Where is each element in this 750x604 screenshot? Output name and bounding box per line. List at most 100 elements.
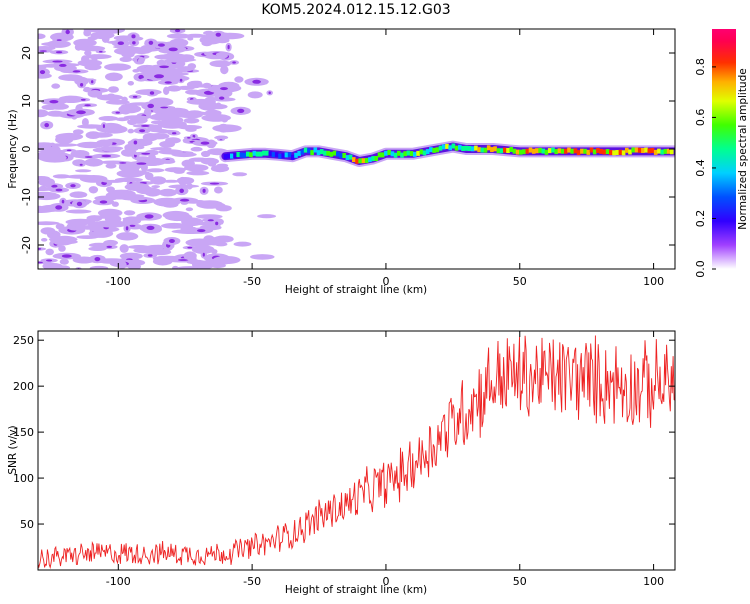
- noise-blob: [48, 145, 61, 154]
- noise-blob: [170, 184, 200, 188]
- ridge-cell: [374, 156, 379, 161]
- noise-blob: [38, 33, 46, 40]
- noise-core: [79, 163, 83, 166]
- ridge-cell: [564, 148, 568, 154]
- figure-title: KOM5.2024.012.15.12.G03: [261, 2, 450, 18]
- noise-blob: [38, 109, 49, 118]
- noise-blob: [59, 67, 74, 74]
- ridge-cell: [239, 152, 244, 158]
- ridge-cell: [310, 150, 314, 156]
- noise-blob: [196, 214, 223, 220]
- noise-core: [49, 100, 59, 104]
- ridge-cell: [429, 147, 433, 153]
- noise-blob: [153, 197, 181, 207]
- noise-blob: [123, 115, 149, 120]
- x-tick-label: 0: [382, 575, 389, 588]
- ridge-cell: [551, 147, 555, 153]
- noise-blob: [81, 118, 89, 127]
- noise-blob: [202, 82, 212, 89]
- ridge-cell: [538, 147, 542, 153]
- ridge-cell: [300, 149, 305, 155]
- noise-core: [70, 184, 76, 188]
- ridge-cell: [589, 147, 594, 153]
- ridge-cell: [268, 151, 273, 157]
- ridge-cell: [397, 150, 401, 156]
- ridge-cell: [274, 152, 279, 158]
- noise-core: [187, 246, 193, 249]
- noise-blob: [119, 244, 129, 253]
- y-tick-label: 10: [20, 94, 33, 108]
- noise-core: [149, 91, 155, 95]
- ridge-cell: [255, 151, 260, 157]
- ridge-cell: [230, 153, 234, 159]
- noise-blob: [83, 29, 92, 37]
- noise-blob: [177, 66, 195, 72]
- noise-blob: [102, 179, 124, 183]
- x-tick-label: 100: [643, 575, 664, 588]
- noise-core: [46, 259, 53, 262]
- noise-blob: [42, 151, 69, 157]
- x-tick-label: -100: [106, 275, 131, 288]
- noise-core: [209, 182, 220, 185]
- noise-core: [39, 50, 47, 52]
- noise-blob: [116, 232, 139, 241]
- y-tick-label: 100: [13, 472, 34, 485]
- noise-core: [179, 188, 184, 193]
- ridge-cell: [541, 148, 546, 154]
- noise-core: [207, 219, 214, 222]
- noise-blob: [249, 254, 275, 260]
- noise-blob: [151, 185, 160, 189]
- colorbar-tick-label: 0.4: [694, 159, 707, 177]
- noise-blob: [124, 183, 150, 191]
- noise-blob: [114, 47, 139, 55]
- ridge-cell: [252, 150, 257, 156]
- ridge-cell: [586, 149, 591, 155]
- spectrogram-noise: [38, 29, 277, 269]
- noise-core: [227, 44, 230, 50]
- noise-blob: [234, 76, 244, 83]
- snr-panel: -100 -50 0 50 100 50 100 150 200 250 Height of st…: [7, 330, 676, 596]
- ridge-cell: [477, 147, 481, 153]
- ridge-cell: [519, 149, 523, 155]
- noise-core: [132, 95, 138, 98]
- ridge-cell: [670, 149, 674, 155]
- colorbar-label: Normalized spectral amplitude: [737, 68, 749, 229]
- ridge-cell: [448, 145, 452, 151]
- ridge-cell: [625, 147, 629, 153]
- ridge-cell: [474, 145, 478, 151]
- noise-blob: [38, 46, 56, 51]
- noise-blob: [58, 74, 83, 81]
- ridge-cell: [560, 148, 565, 154]
- ridge-cell: [291, 154, 295, 160]
- ridge-cell: [313, 147, 318, 153]
- ridge-cell: [458, 144, 462, 150]
- noise-blob: [183, 251, 197, 261]
- noise-core: [154, 74, 164, 79]
- ridge-cell: [641, 148, 645, 153]
- noise-blob: [214, 135, 229, 140]
- noise-core: [164, 81, 172, 84]
- ridge-cell: [464, 145, 468, 151]
- snr-ylabel: SNR (v/v): [7, 425, 19, 474]
- noise-blob: [47, 143, 78, 147]
- noise-core: [80, 98, 86, 101]
- noise-blob: [73, 38, 97, 47]
- noise-core: [38, 261, 43, 264]
- ridge-cell: [470, 146, 475, 152]
- noise-blob: [51, 83, 61, 89]
- noise-blob: [162, 179, 180, 183]
- ridge-cell: [605, 149, 610, 155]
- noise-core: [133, 140, 138, 145]
- ridge-cell: [226, 153, 231, 159]
- noise-blob: [215, 52, 230, 57]
- ridge-cell: [621, 150, 626, 156]
- noise-blob: [101, 34, 110, 43]
- noise-blob: [209, 60, 232, 68]
- ridge-cell: [567, 147, 571, 153]
- ridge-cell: [557, 148, 562, 154]
- ridge-cell: [345, 155, 350, 161]
- ridge-cell: [528, 147, 533, 153]
- ridge-cell: [503, 147, 507, 153]
